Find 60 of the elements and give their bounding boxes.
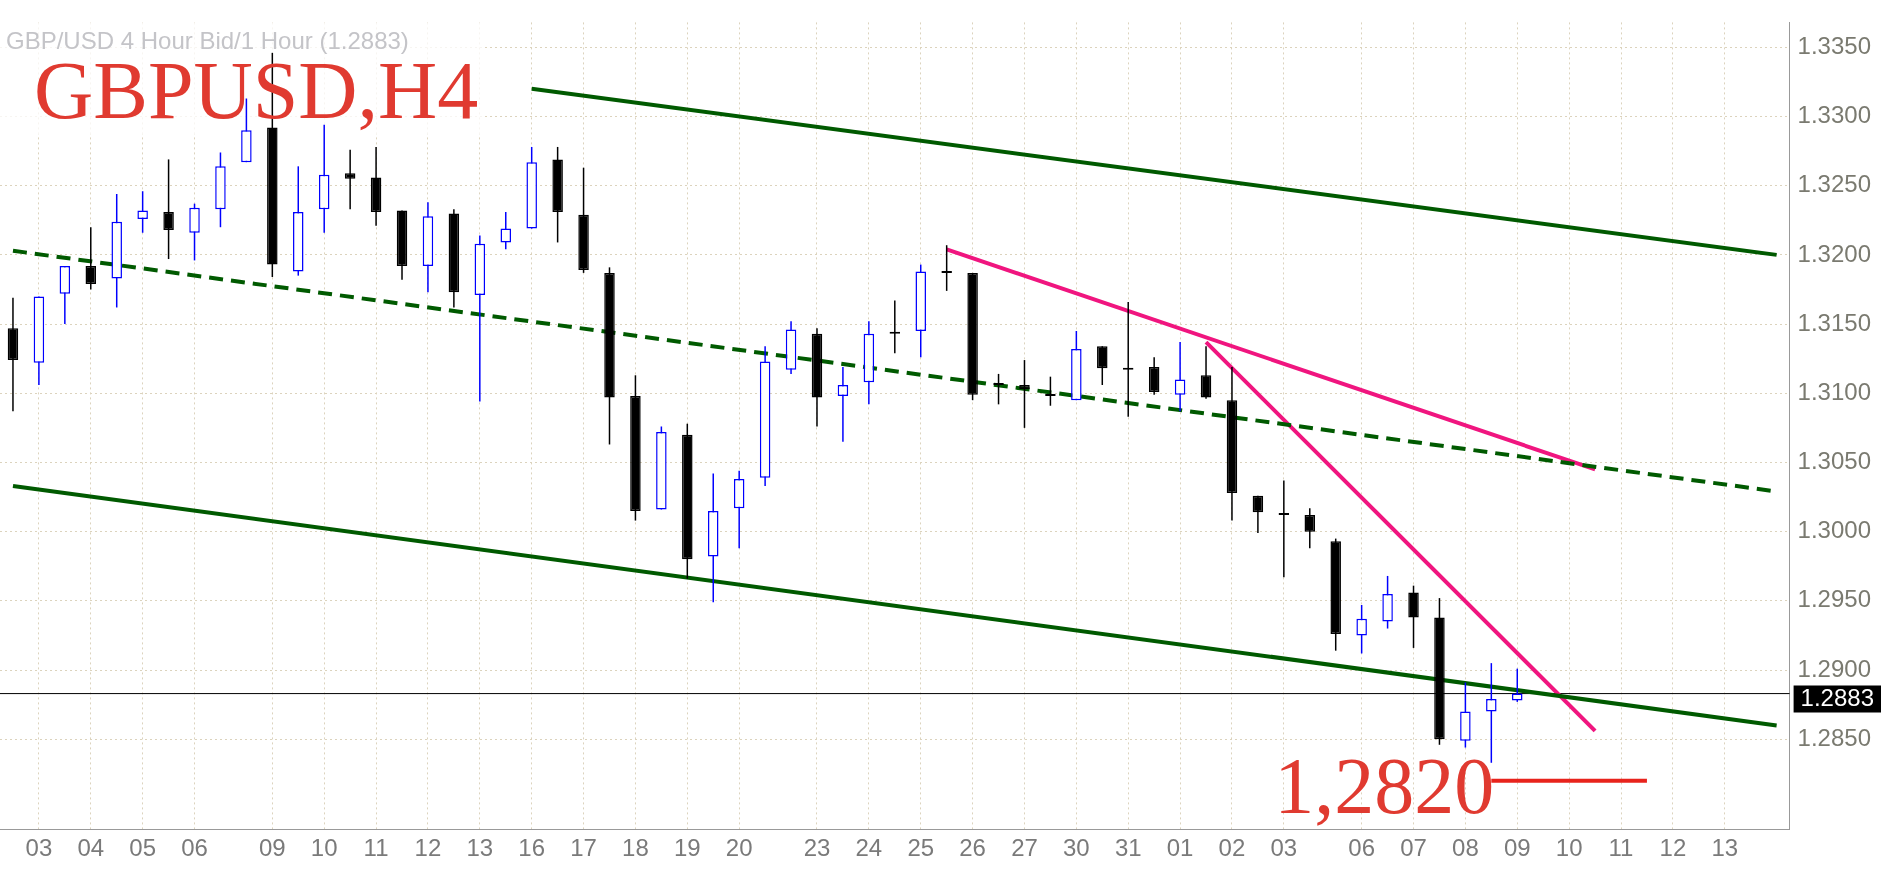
x-tick-label: 18 — [622, 834, 649, 862]
x-tick-label: 25 — [907, 834, 935, 862]
x-tick-label: 01 — [1166, 834, 1194, 862]
x-tick-label: 17 — [570, 834, 597, 862]
y-tick-label: 1.3200 — [1797, 239, 1871, 267]
x-tick-label: 30 — [1063, 834, 1090, 862]
candlestick — [837, 366, 849, 443]
x-tick-label: 20 — [725, 834, 753, 862]
y-tick-label: 1.2900 — [1797, 654, 1871, 682]
x-tick-label: 13 — [1711, 834, 1739, 862]
candlestick — [1512, 667, 1523, 703]
y-tick-label: 1.2950 — [1797, 585, 1871, 613]
x-tick-label: 23 — [803, 834, 831, 862]
candlestick — [1097, 345, 1108, 386]
candlestick — [85, 226, 97, 291]
candlestick — [1200, 345, 1212, 400]
x-tick-label: 12 — [1659, 834, 1687, 862]
x-tick-label: 07 — [1400, 834, 1427, 862]
x-tick-label: 06 — [1348, 834, 1375, 862]
y-tick-label: 1.3000 — [1797, 516, 1871, 544]
x-tick-label: 16 — [518, 834, 546, 862]
x-tick-label: 03 — [25, 834, 53, 862]
x-tick-label: 02 — [1218, 834, 1246, 862]
y-tick-label: 1.3350 — [1797, 31, 1871, 59]
candlestick — [1356, 604, 1367, 655]
y-tick-label: 1.3300 — [1797, 101, 1871, 129]
y-tick-label: 1.3050 — [1797, 447, 1871, 475]
x-tick-label: 08 — [1452, 834, 1479, 862]
x-tick-label: 12 — [414, 834, 442, 862]
candlestick — [1252, 494, 1264, 534]
candlestick — [1174, 341, 1186, 413]
x-tick-label: 03 — [1270, 834, 1298, 862]
annotation: 1,2820 — [1274, 742, 1495, 831]
x-tick-label: 04 — [77, 834, 105, 862]
x-tick-label: 11 — [1608, 834, 1634, 862]
x-tick-label: 24 — [855, 834, 883, 862]
y-tick-label: 1.3250 — [1797, 170, 1871, 198]
candlestick — [1019, 359, 1030, 429]
x-tick-label: 13 — [466, 834, 494, 862]
y-tick-label: 1.3150 — [1797, 308, 1871, 336]
x-tick-label: 10 — [1555, 834, 1583, 862]
x-tick-label: 10 — [310, 834, 338, 862]
candlestick — [163, 158, 174, 260]
y-tick-label: 1.2850 — [1797, 723, 1871, 751]
candlestick — [1148, 356, 1160, 396]
candlestick — [1304, 507, 1316, 550]
x-tick-label: 27 — [1011, 834, 1038, 862]
y-tick-label: 1.3100 — [1797, 377, 1871, 405]
x-tick-label: 05 — [129, 834, 156, 862]
ref-line-label: 1.2883 — [1800, 684, 1874, 712]
x-tick-label: 26 — [959, 834, 986, 862]
candlestick — [1278, 479, 1290, 579]
x-tick-label: 31 — [1114, 834, 1142, 862]
x-tick-label: 11 — [363, 834, 389, 862]
x-tick-label: 09 — [1503, 834, 1531, 862]
x-tick-label: 06 — [181, 834, 208, 862]
candlestick — [1408, 584, 1419, 649]
x-tick-label: 19 — [673, 834, 701, 862]
x-tick-label: 09 — [258, 834, 286, 862]
candlestick — [189, 202, 200, 262]
